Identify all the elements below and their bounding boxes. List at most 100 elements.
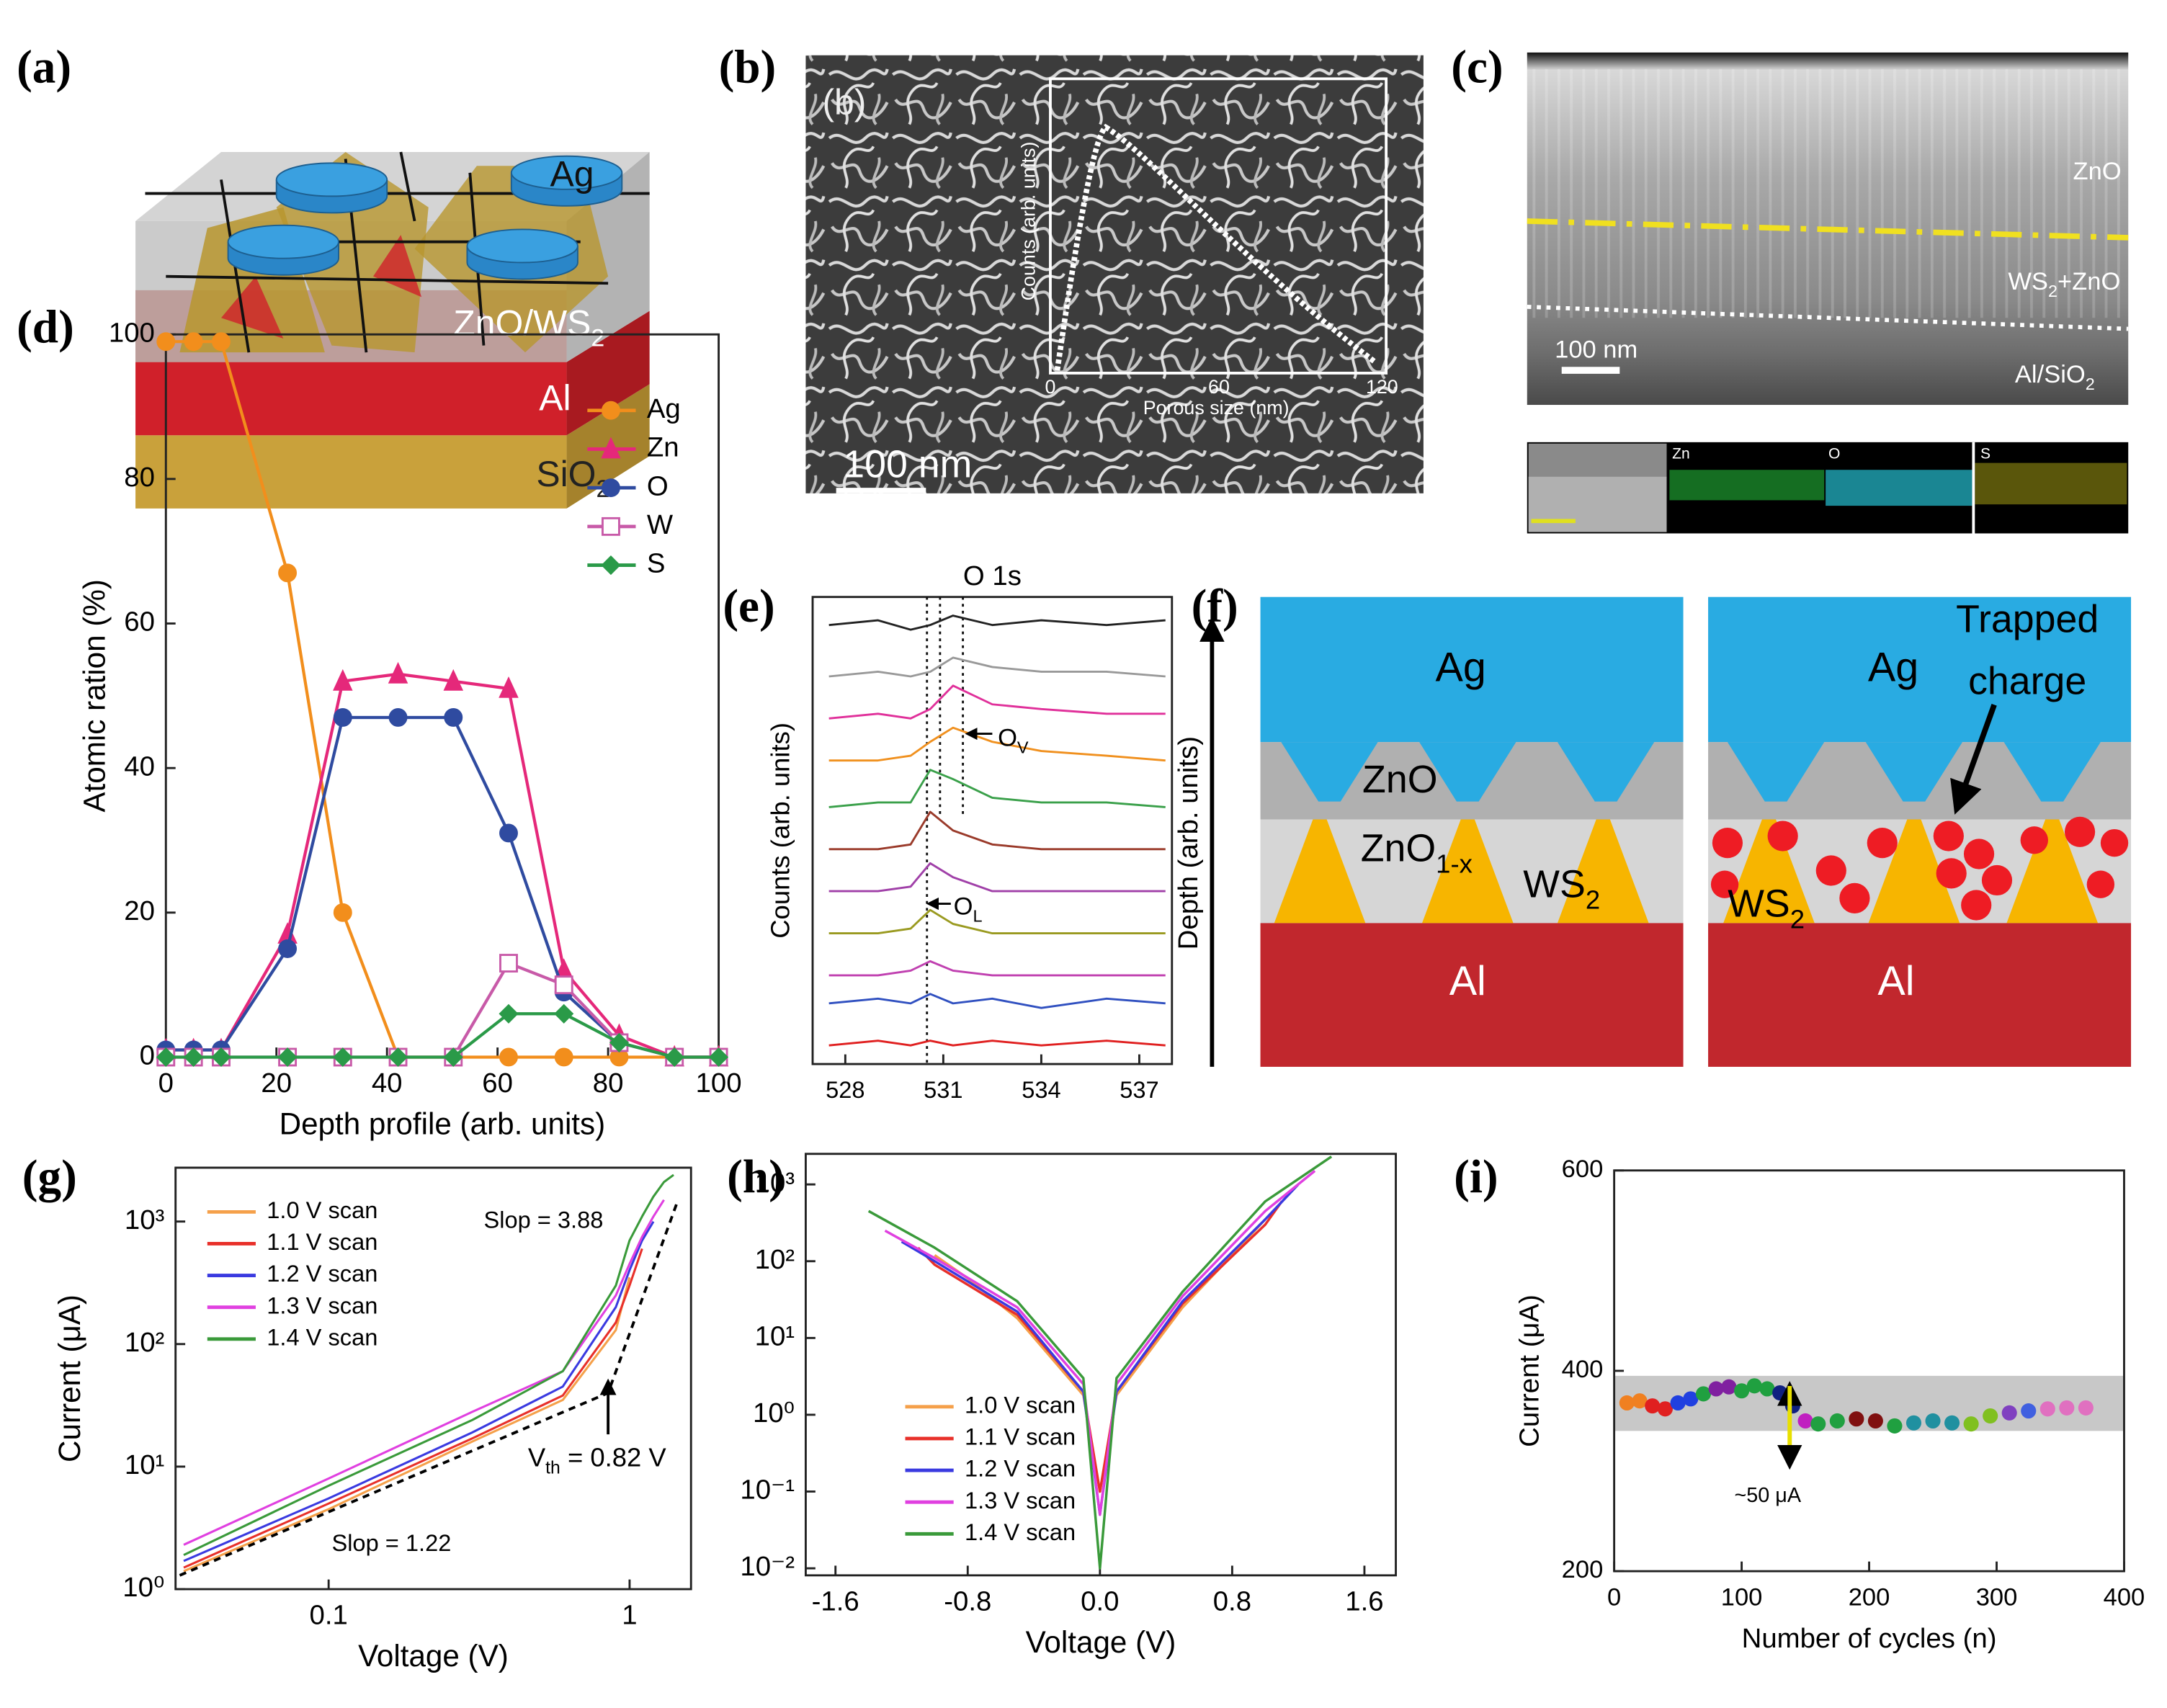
y-tick-label: 10² (755, 1244, 795, 1275)
map-label: O (1828, 446, 1840, 462)
data-point (554, 1047, 573, 1067)
series-line (166, 715, 719, 1059)
layer-label: Al (1449, 958, 1486, 1004)
y-tick-label: 200 (1562, 1556, 1604, 1583)
text-part: WS (1728, 882, 1790, 926)
data-point (2021, 1403, 2037, 1419)
sem-image (805, 55, 1424, 493)
annotation: Trapped (1956, 597, 2099, 640)
x-tick-label: 100 (696, 1068, 742, 1099)
series-line (828, 769, 1166, 808)
data-point (1746, 1378, 1762, 1394)
data-point (499, 1047, 518, 1067)
panel-label: (a) (17, 42, 71, 94)
x-axis-label: Voltage (V) (358, 1639, 509, 1673)
map-label: S (1980, 446, 1990, 462)
data-point (1670, 1395, 1686, 1410)
y-axis-label: Counts (arb. units) (765, 723, 795, 939)
data-point (2039, 1401, 2055, 1417)
panel-label: (b) (719, 42, 777, 94)
data-point (1867, 1413, 1883, 1429)
annotation: Slop = 1.22 (331, 1529, 451, 1556)
data-point (156, 1047, 176, 1068)
layer-label: ZnO/WS2 (453, 303, 604, 352)
data-point (1708, 1381, 1724, 1397)
x-tick-label: -0.8 (944, 1586, 991, 1617)
x-tick-label: 300 (1976, 1584, 2018, 1611)
cross-section-image (1527, 52, 2129, 534)
series-line (867, 1155, 1333, 1570)
annotation: Slop = 3.88 (483, 1206, 603, 1233)
data-point (333, 1047, 353, 1068)
data-point (444, 708, 463, 727)
layer-label: Ag (1436, 645, 1486, 691)
data-point (1784, 1398, 1800, 1414)
series-line (884, 1170, 1316, 1516)
data-point (1925, 1413, 1941, 1429)
series-line (828, 810, 1166, 851)
data-point (1632, 1393, 1648, 1409)
layer-label: ZnO1-x (1361, 827, 1473, 879)
annotation: OL (954, 893, 983, 925)
data-point (1683, 1391, 1699, 1407)
data-point (333, 708, 352, 727)
data-point (211, 1047, 231, 1068)
series-line (828, 908, 1166, 935)
layer-label: Ag (550, 154, 594, 195)
x-tick-label: 1.6 (1345, 1586, 1383, 1617)
y-axis-label: Atomic ration (%) (77, 579, 111, 813)
x-tick-label: 40 (372, 1068, 403, 1099)
text-part: WS (1523, 863, 1586, 906)
y-tick-label: 400 (1562, 1356, 1604, 1383)
data-point (1944, 1415, 1960, 1431)
y-tick-label: 10¹ (125, 1449, 164, 1480)
legend-label: Zn (647, 432, 679, 463)
legend-label: 1.4 V scan (267, 1323, 377, 1350)
legend-label: 1.2 V scan (267, 1260, 377, 1287)
y-tick-label: 80 (124, 462, 155, 493)
layer-label: WS2 (1728, 882, 1805, 934)
data-point (184, 1047, 204, 1068)
text-part: WS (2008, 268, 2048, 295)
data-point (499, 676, 519, 698)
x-axis-label: Number of cycles (n) (1742, 1623, 1997, 1654)
data-point (388, 708, 408, 727)
data-point (443, 669, 464, 691)
data-point (1810, 1416, 1826, 1432)
text-part: Al/SiO (2015, 361, 2086, 388)
series-line (828, 960, 1166, 977)
y-tick-label: 10⁰ (122, 1572, 164, 1603)
data-point (278, 939, 298, 958)
y-tick-label: 40 (124, 751, 155, 782)
x-tick-label: 0.8 (1213, 1586, 1251, 1617)
chart-title: O 1s (963, 560, 1022, 591)
inset-tick-label: 0 (1045, 376, 1055, 398)
x-tick-label: 534 (1022, 1076, 1060, 1103)
data-point (1963, 1416, 1979, 1432)
x-tick-label: 1 (622, 1600, 637, 1631)
text-part: O (954, 893, 973, 920)
legend-label: 1.3 V scan (267, 1292, 377, 1318)
plot-frame (1613, 1169, 2125, 1573)
series-line (183, 1199, 665, 1546)
data-point (499, 823, 518, 843)
data-point (709, 1047, 729, 1068)
legend-marker (601, 478, 620, 498)
data-point (554, 1003, 574, 1024)
panel-label: (g) (22, 1151, 77, 1203)
text-part: 2 (2048, 282, 2057, 300)
plot-frame (174, 1166, 692, 1591)
scale-label: 100 nm (1555, 336, 1637, 363)
panel-label: (i) (1454, 1151, 1498, 1203)
inset-axis-label: Counts (arb. units) (1017, 142, 1039, 301)
legend-label: 1.2 V scan (965, 1455, 1076, 1482)
data-point (499, 1003, 519, 1024)
data-point (212, 332, 231, 352)
legend-label: 1.3 V scan (965, 1487, 1076, 1513)
data-point (1734, 1383, 1750, 1399)
series-line (166, 1012, 719, 1059)
layer-label: WS2+ZnO (2008, 268, 2120, 300)
series-line (934, 1218, 1266, 1493)
text-part: ZnO (1361, 827, 1436, 870)
